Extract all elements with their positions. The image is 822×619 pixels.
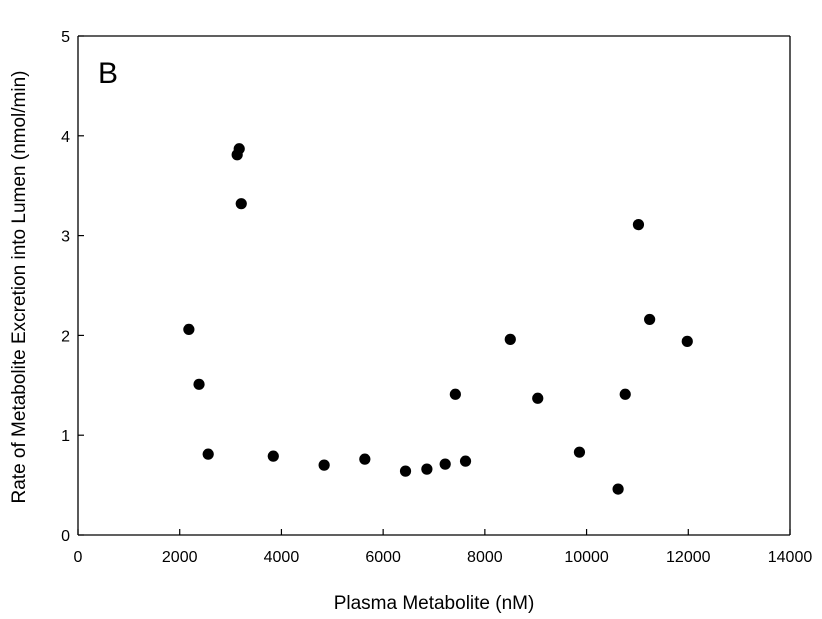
- data-point: [399, 465, 412, 477]
- x-tick-label: 6000: [365, 549, 401, 566]
- data-point: [202, 448, 214, 460]
- data-point: [421, 463, 433, 475]
- data-point: [459, 455, 472, 467]
- data-point: [644, 313, 656, 326]
- x-tick-label: 0: [74, 549, 83, 566]
- data-point: [632, 219, 645, 231]
- data-point: [619, 388, 631, 400]
- data-point: [318, 459, 330, 471]
- data-point: [612, 483, 624, 495]
- y-tick-label: 4: [61, 129, 70, 146]
- data-points: [183, 143, 693, 495]
- y-tick-label: 5: [61, 29, 70, 46]
- x-tick-label: 2000: [162, 549, 198, 566]
- y-axis-ticks: 0 1 2 3 4 5: [61, 29, 84, 545]
- data-point: [183, 323, 195, 336]
- data-point: [532, 392, 544, 404]
- x-tick-label: 10000: [564, 549, 609, 566]
- plot-area: [77, 35, 791, 536]
- data-point: [449, 388, 461, 400]
- data-point: [193, 378, 205, 390]
- x-tick-label: 4000: [264, 549, 300, 566]
- x-tick-label: 12000: [666, 549, 711, 566]
- y-tick-label: 0: [61, 528, 70, 545]
- data-point: [359, 453, 371, 465]
- x-tick-label: 8000: [467, 549, 503, 566]
- x-tick-label: 14000: [768, 549, 813, 566]
- data-point: [233, 143, 245, 155]
- y-tick-label: 1: [61, 428, 70, 445]
- data-point: [235, 198, 247, 210]
- x-axis-title: Plasma Metabolite (nM): [334, 593, 535, 614]
- y-axis-title: Rate of Metabolite Excretion into Lumen …: [9, 71, 30, 504]
- x-axis-ticks: 0 2000 4000 6000 8000 10000 12000 14000: [74, 529, 813, 566]
- y-tick-label: 2: [61, 328, 70, 345]
- y-tick-label: 3: [61, 229, 70, 246]
- data-point: [267, 450, 279, 462]
- panel-label: B: [98, 57, 118, 90]
- data-point: [681, 335, 693, 347]
- data-point: [439, 458, 451, 470]
- data-point: [573, 446, 586, 458]
- data-point: [504, 333, 516, 345]
